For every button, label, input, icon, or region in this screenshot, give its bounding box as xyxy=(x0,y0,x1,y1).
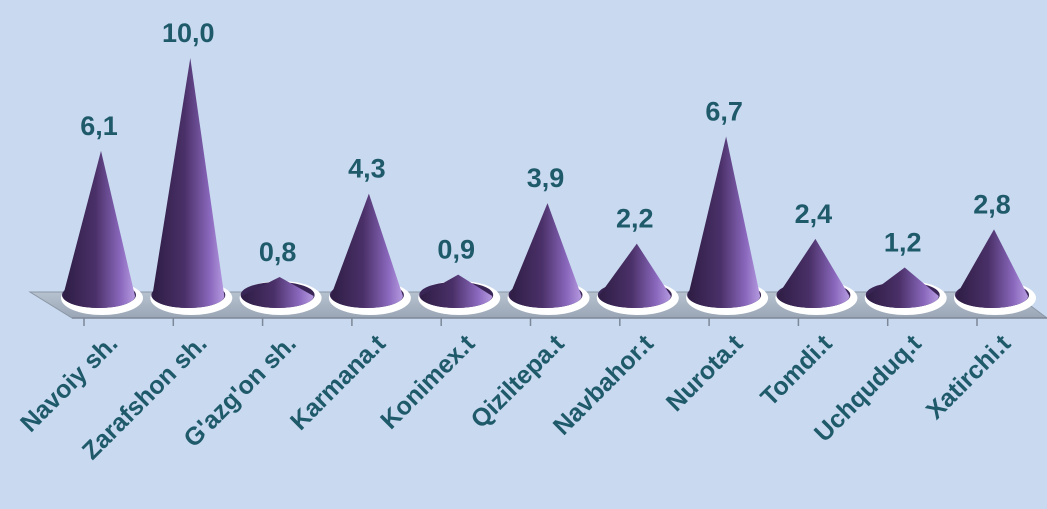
value-label: 3,9 xyxy=(527,163,565,193)
category-label: Nurota.t xyxy=(661,329,749,417)
cones-layer xyxy=(61,58,1036,315)
value-label: 1,2 xyxy=(884,227,922,257)
cone-bar xyxy=(775,238,858,315)
value-label: 2,2 xyxy=(616,204,654,234)
cone-bar xyxy=(686,136,769,315)
value-label: 6,7 xyxy=(705,97,743,127)
cone-bar xyxy=(507,203,590,315)
cone-body xyxy=(241,276,314,308)
cone-body xyxy=(330,193,403,308)
value-label: 2,4 xyxy=(795,199,833,229)
category-label: Tomdi.t xyxy=(755,329,838,412)
value-labels: 6,1 10,0 0,8 4,3 0,9 3,9 2,2 6,7 2,4 1,2 2,8 xyxy=(80,18,1011,267)
cone-body xyxy=(152,58,225,308)
cone-body xyxy=(688,136,761,308)
cone-body xyxy=(956,229,1028,308)
category-labels: Navoiy sh.Zarafshon sh.G'azg'on sh.Karma… xyxy=(15,329,1017,465)
cone-body xyxy=(509,203,582,308)
value-label: 0,8 xyxy=(259,237,297,267)
cone-bar xyxy=(150,58,233,315)
cone-body xyxy=(598,243,671,308)
cone-bar xyxy=(418,274,501,315)
value-label: 10,0 xyxy=(162,18,215,48)
value-label: 0,9 xyxy=(437,235,475,265)
value-label: 2,8 xyxy=(973,189,1011,219)
category-label: Karmana.t xyxy=(285,329,392,436)
cone-bar xyxy=(239,276,322,315)
value-label: 4,3 xyxy=(348,154,386,184)
cone-body xyxy=(866,267,939,308)
cone-bar xyxy=(61,150,143,315)
cone-bar xyxy=(596,243,679,315)
cone-bar xyxy=(954,229,1036,315)
cone-body xyxy=(420,274,493,308)
cone-body xyxy=(777,238,850,308)
cone-bar xyxy=(864,267,947,315)
cone-bar xyxy=(328,193,411,315)
category-label: Xatirchi.t xyxy=(921,329,1017,425)
value-label: 6,1 xyxy=(80,111,118,141)
category-label: Konimex.t xyxy=(375,329,481,435)
cone-body xyxy=(63,150,135,308)
